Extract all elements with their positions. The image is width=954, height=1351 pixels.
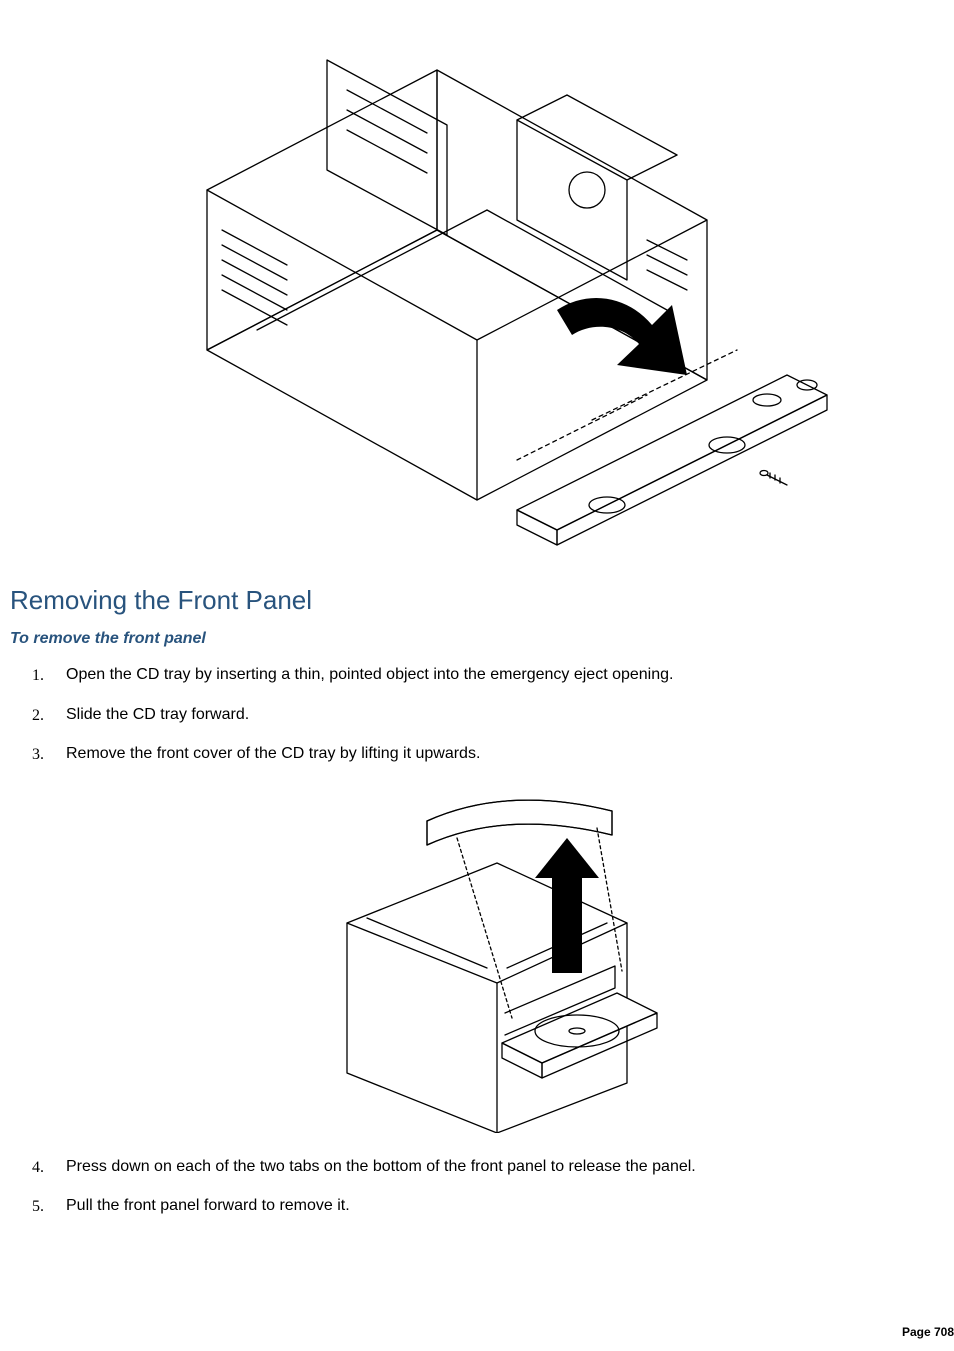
section-heading: Removing the Front Panel bbox=[10, 585, 944, 616]
chassis-line-art bbox=[87, 30, 867, 550]
cd-tray-line-art bbox=[277, 783, 677, 1133]
steps-list-top: Open the CD tray by inserting a thin, po… bbox=[32, 664, 944, 765]
step-item: Pull the front panel forward to remove i… bbox=[60, 1195, 944, 1217]
figure-cd-tray-cover bbox=[10, 783, 944, 1138]
figure-chassis-panel-removal bbox=[10, 0, 944, 585]
step-item: Remove the front cover of the CD tray by… bbox=[60, 743, 944, 765]
step-item: Slide the CD tray forward. bbox=[60, 704, 944, 726]
pull-direction-arrow bbox=[557, 298, 687, 375]
procedure-subheading: To remove the front panel bbox=[10, 630, 944, 648]
document-page: Removing the Front Panel To remove the f… bbox=[0, 0, 954, 1351]
step-item: Open the CD tray by inserting a thin, po… bbox=[60, 664, 944, 686]
step-item: Press down on each of the two tabs on th… bbox=[60, 1156, 944, 1178]
steps-list-bottom: Press down on each of the two tabs on th… bbox=[32, 1156, 944, 1217]
page-number: Page 708 bbox=[902, 1325, 954, 1339]
